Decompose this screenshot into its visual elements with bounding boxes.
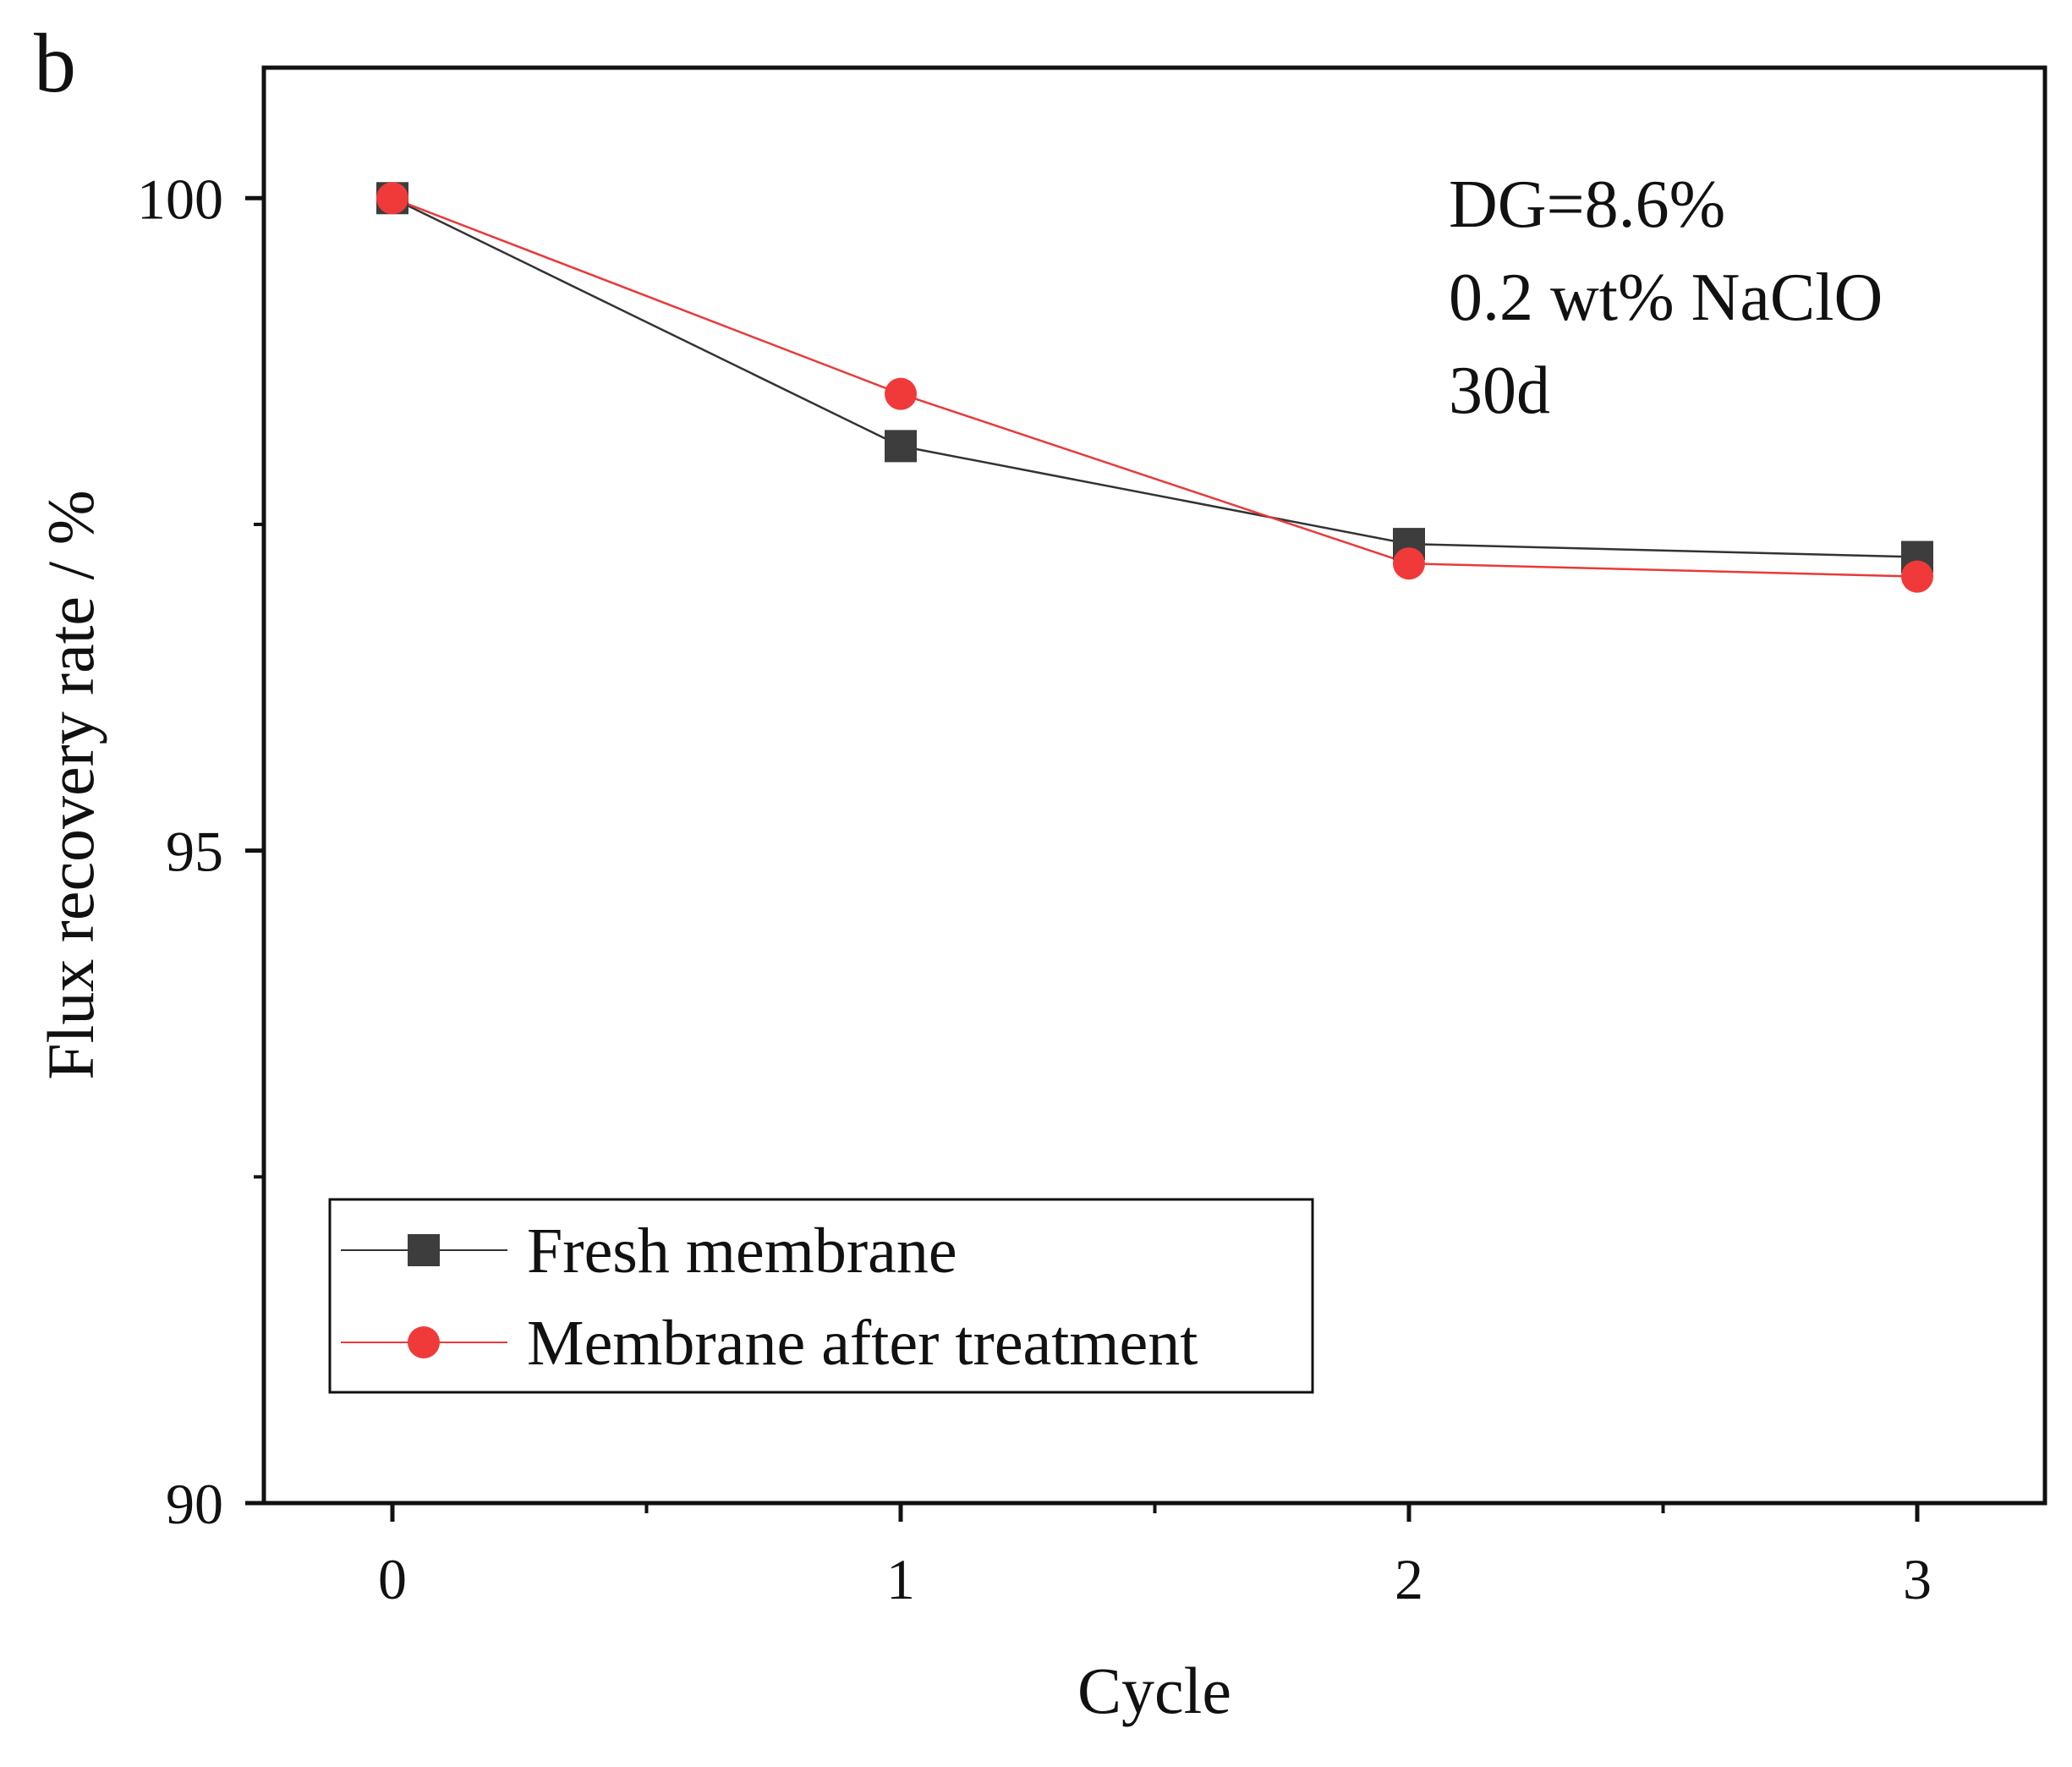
series-line-treated — [392, 197, 1918, 578]
x-tick-labels: 0 1 2 3 — [378, 1547, 1932, 1611]
data-point-treated — [885, 377, 917, 410]
panel-label: b — [34, 16, 76, 110]
y-tick-label: 95 — [166, 820, 223, 884]
x-tick-label: 3 — [1903, 1547, 1932, 1611]
legend-marker-treated — [408, 1326, 440, 1358]
annotation-dg: DG=8.6% — [1449, 167, 1725, 242]
series-layer — [376, 182, 1933, 593]
y-axis-label: Flux recovery rate / % — [34, 490, 107, 1079]
data-point-treated — [376, 182, 408, 215]
axis-ticks — [245, 195, 1920, 1522]
y-tick-labels: 90 95 100 — [137, 167, 223, 1536]
x-axis-label: Cycle — [1077, 1654, 1231, 1727]
annotation-duration: 30d — [1449, 354, 1550, 428]
x-tick-label: 0 — [378, 1547, 407, 1611]
series-line-fresh — [392, 197, 1918, 558]
legend-label-fresh: Fresh membrane — [527, 1215, 957, 1287]
legend-box — [328, 1198, 1314, 1394]
annotation-naclo: 0.2 wt% NaClO — [1449, 261, 1883, 335]
legend: Fresh membrane Membrane after treatment — [328, 1198, 1314, 1394]
data-point-treated — [1901, 560, 1933, 593]
legend-marker-fresh — [408, 1234, 440, 1266]
y-tick-label: 90 — [166, 1472, 223, 1536]
x-tick-label: 1 — [886, 1547, 915, 1611]
legend-label-treated: Membrane after treatment — [527, 1308, 1198, 1379]
y-tick-label: 100 — [137, 167, 223, 231]
data-point-treated — [1393, 547, 1425, 580]
x-tick-label: 2 — [1395, 1547, 1423, 1611]
data-point-fresh — [885, 430, 917, 463]
